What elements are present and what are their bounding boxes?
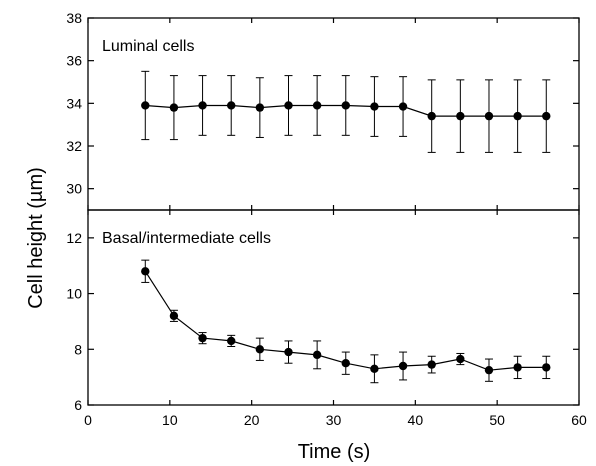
data-point <box>542 363 551 372</box>
data-point <box>141 267 150 276</box>
data-point <box>312 101 322 110</box>
x-tick-label: 30 <box>326 412 342 428</box>
data-point <box>427 360 436 369</box>
data-point <box>341 101 350 110</box>
y-tick-label: 8 <box>74 341 82 357</box>
data-point <box>169 103 179 112</box>
data-point <box>513 363 522 372</box>
y-tick-label: 12 <box>66 230 82 246</box>
x-tick-label: 10 <box>162 412 178 428</box>
x-tick-label: 40 <box>408 412 424 428</box>
panel-label: Luminal cells <box>102 38 194 55</box>
panel-basal-intermediate: 6 8 10 12 Basal/intermediate cells <box>66 209 580 413</box>
data-point <box>484 365 494 375</box>
shared-axes: 0 10 20 30 40 50 60 <box>84 412 587 428</box>
x-tick-label: 0 <box>84 412 92 428</box>
data-point <box>456 354 465 364</box>
data-point <box>370 102 379 111</box>
data-point <box>198 101 207 110</box>
data-point <box>255 345 265 354</box>
y-tick-label: 32 <box>66 138 82 154</box>
data-point <box>227 101 236 110</box>
y-axis-title: Cell height (µm) <box>25 167 47 309</box>
data-point <box>370 364 379 373</box>
data-point <box>312 350 322 360</box>
y-tick-label: 6 <box>74 397 82 413</box>
data-point <box>341 359 350 368</box>
data-point <box>284 101 293 110</box>
data-point <box>255 103 265 112</box>
data-point <box>484 111 494 121</box>
data-point <box>513 111 522 121</box>
data-point <box>227 336 236 346</box>
data-point <box>169 311 179 321</box>
x-tick-label: 50 <box>489 412 505 428</box>
data-point <box>141 101 150 110</box>
data-point <box>198 333 207 343</box>
data-point <box>542 111 551 121</box>
y-tick-label: 10 <box>66 286 82 302</box>
data-point <box>284 347 293 357</box>
x-axis-title: Time (s) <box>298 441 371 463</box>
x-tick-label: 60 <box>571 412 587 428</box>
y-tick-label: 30 <box>66 181 82 197</box>
x-tick-label: 20 <box>244 412 260 428</box>
panel-label: Basal/intermediate cells <box>102 230 271 247</box>
data-point <box>398 102 408 111</box>
data-point <box>427 111 436 121</box>
y-tick-label: 38 <box>66 10 82 26</box>
data-point <box>456 111 465 121</box>
data-point <box>398 361 408 371</box>
panel-luminal: 30 32 34 36 38 Luminal cells <box>66 10 580 211</box>
y-tick-label: 34 <box>66 95 82 111</box>
y-tick-label: 36 <box>66 53 82 69</box>
